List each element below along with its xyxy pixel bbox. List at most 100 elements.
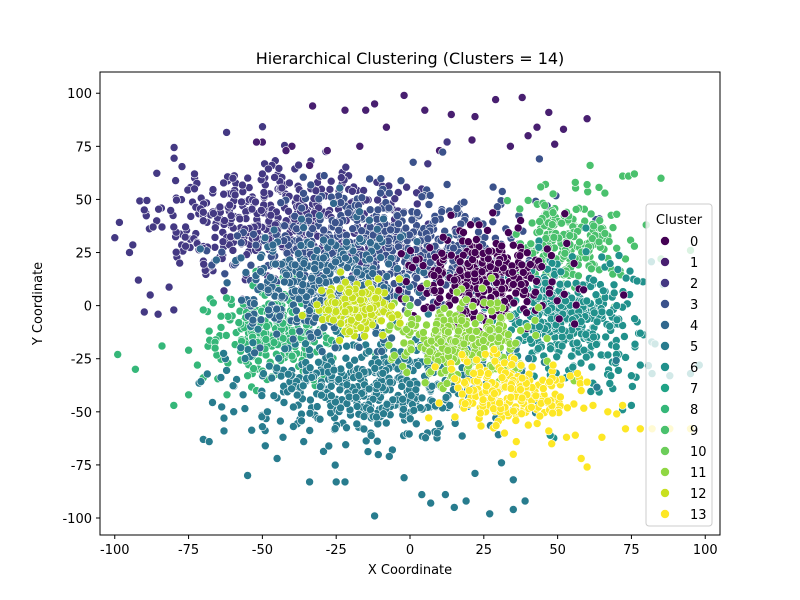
data-point (365, 215, 374, 225)
data-point (609, 288, 619, 298)
data-point (272, 363, 282, 373)
data-point (384, 203, 394, 213)
data-point (259, 188, 269, 197)
data-point (312, 300, 322, 310)
y-tick-label: 25 (75, 247, 92, 262)
data-point (411, 419, 421, 429)
data-point (441, 490, 450, 499)
data-point (131, 364, 140, 374)
data-point (315, 414, 325, 424)
data-point (554, 314, 564, 324)
data-point (392, 211, 402, 220)
data-point (490, 389, 499, 398)
data-point (425, 243, 435, 252)
data-point (196, 244, 205, 254)
data-point (411, 255, 421, 265)
data-point (287, 142, 297, 151)
data-point (399, 473, 409, 483)
data-point (331, 477, 341, 487)
data-point (455, 257, 465, 267)
data-point (398, 394, 407, 404)
data-point (582, 114, 592, 123)
data-point (280, 344, 290, 354)
data-point (365, 174, 374, 184)
data-point (322, 266, 332, 276)
data-point (299, 189, 308, 198)
data-point (472, 327, 481, 336)
data-point (614, 251, 624, 260)
data-point (287, 351, 297, 361)
data-point (23, 177, 31, 185)
data-point (386, 225, 395, 235)
data-point (505, 312, 515, 321)
data-point (595, 216, 605, 225)
data-point (523, 420, 533, 430)
data-point (406, 391, 416, 400)
data-point (247, 204, 257, 214)
data-point (576, 358, 586, 368)
data-point (336, 173, 346, 182)
data-point (325, 185, 335, 194)
data-point (379, 409, 388, 419)
x-tick-label: 0 (406, 543, 414, 558)
data-point (216, 373, 226, 382)
data-point (582, 180, 592, 189)
data-point (326, 381, 336, 391)
data-point (91, 164, 99, 172)
data-point (537, 262, 547, 271)
data-point (355, 142, 365, 151)
data-point (457, 316, 467, 325)
data-point (236, 253, 246, 263)
data-point (288, 334, 298, 344)
legend-marker (660, 320, 670, 330)
data-point (417, 393, 427, 403)
data-point (421, 433, 430, 443)
x-tick-label: 100 (693, 543, 718, 558)
data-point (180, 232, 190, 242)
data-point (434, 419, 443, 429)
data-point (212, 255, 221, 265)
data-point (600, 229, 610, 238)
data-point (341, 353, 351, 363)
data-point (592, 382, 602, 392)
data-point (497, 458, 506, 468)
data-point (487, 273, 496, 283)
data-point (573, 369, 582, 378)
data-point (620, 332, 629, 341)
data-point (656, 173, 666, 183)
data-point (152, 169, 162, 178)
data-point (222, 293, 231, 303)
data-point (425, 258, 435, 267)
data-point (515, 204, 525, 214)
data-point (526, 239, 536, 249)
data-point (110, 233, 120, 242)
data-point (485, 509, 495, 519)
data-point (446, 210, 456, 220)
data-point (228, 173, 238, 183)
data-point (305, 363, 315, 373)
data-point (605, 259, 615, 268)
data-point (305, 477, 314, 487)
data-point (148, 222, 158, 232)
data-point (511, 338, 521, 348)
data-point (496, 313, 506, 322)
data-point (486, 333, 496, 343)
data-point (542, 334, 552, 343)
data-point (341, 440, 351, 450)
data-point (295, 270, 305, 279)
data-point (559, 289, 569, 299)
data-point (604, 237, 614, 246)
data-point (506, 142, 515, 151)
data-point (508, 505, 518, 514)
legend-title: Cluster (656, 213, 703, 228)
legend-label: 2 (690, 277, 698, 292)
data-point (462, 357, 472, 367)
data-point (454, 326, 463, 336)
data-point (385, 321, 395, 331)
data-point (326, 237, 336, 247)
data-point (425, 191, 435, 200)
data-point (298, 381, 308, 391)
data-point (478, 336, 488, 345)
data-point (285, 178, 294, 188)
data-point (311, 186, 321, 195)
